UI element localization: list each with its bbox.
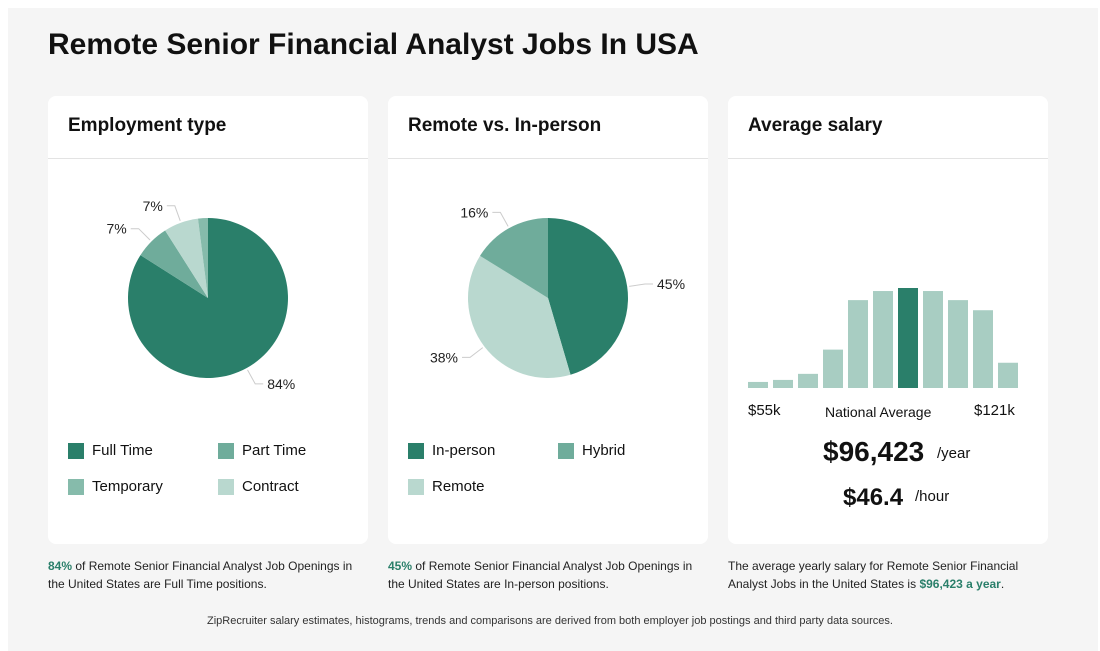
card-title: Remote vs. In-person	[388, 96, 708, 159]
legend-label: Hybrid	[582, 442, 626, 459]
histogram-bar	[823, 349, 843, 388]
legend-swatch	[408, 478, 424, 495]
histogram-bar	[798, 373, 818, 388]
leader-line	[462, 347, 484, 358]
salary-caption: The average yearly salary for Remote Sen…	[728, 557, 1048, 593]
legend-label: Remote	[432, 478, 485, 495]
legend-swatch	[68, 478, 84, 495]
max-salary-label: $121k	[974, 402, 1015, 419]
data-label: 7%	[143, 198, 163, 214]
data-label: 16%	[460, 204, 488, 220]
min-salary-label: $55k	[748, 402, 781, 419]
pie-slice-part-time	[140, 230, 208, 298]
legend-swatch	[218, 478, 234, 495]
caption-highlight: $96,423 a year	[919, 577, 1001, 591]
legend-swatch	[558, 442, 574, 459]
salary-histogram	[748, 288, 1018, 388]
national-average-label: National Average	[825, 404, 932, 420]
page-title: Remote Senior Financial Analyst Jobs In …	[48, 28, 699, 61]
data-label: 84%	[267, 376, 295, 392]
legend-item: In-person	[408, 442, 495, 459]
yearly-salary: $96,423	[823, 436, 925, 467]
data-label: 7%	[106, 221, 126, 237]
pie-slice-temporary	[197, 218, 208, 298]
employment-caption: 84% of Remote Senior Financial Analyst J…	[48, 557, 368, 593]
legend-item: Temporary	[68, 478, 163, 495]
histogram-bar	[748, 381, 768, 388]
legend-item: Hybrid	[558, 442, 625, 459]
legend-label: Full Time	[92, 442, 153, 459]
pie-slice-hybrid	[480, 218, 548, 298]
hourly-unit: /hour	[915, 488, 950, 505]
pie-slice-contract	[165, 218, 208, 298]
legend-label: Part Time	[242, 442, 307, 459]
legend-item: Remote	[408, 478, 485, 495]
employment-type-pie: 84% 7% 7%	[106, 198, 295, 392]
data-label: 38%	[430, 349, 458, 365]
histogram-bar	[948, 300, 968, 388]
leader-line	[492, 211, 509, 227]
legend-item: Full Time	[68, 442, 153, 459]
legend-item: Contract	[218, 478, 299, 495]
card-title: Average salary	[728, 96, 1048, 159]
employment-type-card: Employment type 84% 7% 7% Full Time Part Ti…	[48, 96, 368, 544]
legend-swatch	[218, 442, 234, 459]
leader-line	[629, 283, 654, 287]
caption-highlight: 45%	[388, 559, 413, 573]
leader-line	[166, 205, 181, 222]
pie-slice-remote	[468, 255, 571, 378]
data-label: 45%	[657, 276, 685, 292]
legend-item: Part Time	[218, 442, 306, 459]
caption-text: The average yearly salary for Remote Sen…	[728, 559, 1019, 591]
legend-label: In-person	[432, 442, 496, 459]
legend-swatch	[68, 442, 84, 459]
leader-line	[247, 369, 264, 385]
yearly-unit: /year	[937, 445, 971, 462]
legend-label: Contract	[242, 478, 299, 495]
card-title: Employment type	[48, 96, 368, 159]
histogram-bar	[848, 300, 868, 388]
caption-text: of Remote Senior Financial Analyst Job O…	[48, 559, 353, 591]
hourly-salary: $46.4	[843, 484, 904, 511]
caption-highlight: 84%	[48, 559, 73, 573]
leader-line	[130, 228, 151, 241]
remote-vs-inperson-pie: 45% 38% 16%	[430, 204, 685, 378]
legend-swatch	[408, 442, 424, 459]
caption-text: of Remote Senior Financial Analyst Job O…	[388, 559, 693, 591]
average-salary-card: Average salary $55k National Average $12…	[728, 96, 1048, 544]
remote-caption: 45% of Remote Senior Financial Analyst J…	[388, 557, 708, 593]
histogram-bar	[973, 310, 993, 388]
footer-note: ZipRecruiter salary estimates, histogram…	[207, 615, 893, 627]
histogram-bar	[898, 288, 918, 388]
histogram-bar	[998, 362, 1018, 388]
histogram-bar	[873, 291, 893, 388]
pie-slice-in-person	[548, 218, 628, 375]
histogram-bar	[923, 291, 943, 388]
histogram-bar	[773, 379, 793, 388]
legend-label: Temporary	[92, 478, 163, 495]
remote-vs-inperson-card: Remote vs. In-person 45% 38% 16% In-person…	[388, 96, 708, 544]
caption-end: .	[1000, 577, 1005, 591]
